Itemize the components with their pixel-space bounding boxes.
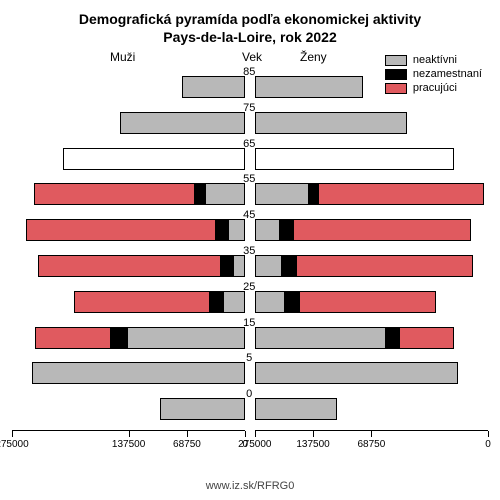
male-panel	[12, 72, 245, 430]
bar-segment-male	[74, 291, 210, 313]
bar-segment-female	[255, 362, 459, 384]
legend-item: neaktívni	[385, 54, 482, 66]
female-panel	[255, 72, 488, 430]
bar-segment-female	[296, 255, 472, 277]
x-axis-female: 068750137500275000	[255, 430, 488, 470]
bar-segment-male	[195, 183, 204, 205]
bar-segment-female	[293, 219, 471, 241]
bar-segment-female	[309, 183, 318, 205]
bar-segment-male	[210, 291, 224, 313]
x-tick	[488, 431, 489, 437]
x-tick-label: 68750	[357, 439, 385, 450]
bar-segment-female	[280, 219, 293, 241]
bar-segment-male	[205, 183, 246, 205]
bar-segment-male	[35, 327, 111, 349]
bar-segment-male	[223, 291, 245, 313]
x-axis-male: 275000137500687500	[12, 430, 245, 470]
bar-segment-male	[38, 255, 220, 277]
age-axis: 857565554535251550	[245, 72, 255, 430]
bar-segment-male	[63, 148, 245, 170]
bar-segment-female	[399, 327, 454, 349]
bar-segment-female	[386, 327, 399, 349]
bar-segment-female	[255, 76, 364, 98]
x-tick	[129, 431, 130, 437]
bar-segment-male	[34, 183, 195, 205]
x-tick-label: 137500	[296, 439, 329, 450]
bar-segment-male	[120, 112, 246, 134]
bar-segment-female	[255, 219, 280, 241]
bar-segment-female	[255, 398, 337, 420]
bar-segment-female	[255, 148, 454, 170]
bar-segment-female	[282, 255, 296, 277]
bar-segment-male	[111, 327, 126, 349]
bar-segment-female	[255, 291, 286, 313]
x-tick-label: 68750	[173, 439, 201, 450]
bar-segment-female	[255, 255, 282, 277]
bar-segment-female	[255, 183, 309, 205]
legend-label: neaktívni	[413, 54, 457, 66]
pyramid-chart: 857565554535251550	[12, 72, 488, 430]
x-tick	[187, 431, 188, 437]
bar-segment-male	[182, 76, 246, 98]
x-tick	[371, 431, 372, 437]
x-tick	[245, 431, 246, 437]
title-line-1: Demografická pyramída podľa ekonomickej …	[0, 10, 500, 28]
x-tick	[313, 431, 314, 437]
title-line-2: Pays-de-la-Loire, rok 2022	[0, 28, 500, 46]
chart-title: Demografická pyramída podľa ekonomickej …	[0, 0, 500, 46]
bar-segment-female	[285, 291, 299, 313]
x-tick-label: 0	[485, 439, 491, 450]
bar-segment-female	[318, 183, 483, 205]
bar-segment-male	[127, 327, 246, 349]
legend-swatch-inactive	[385, 55, 407, 66]
x-tick	[255, 431, 256, 437]
header-female: Ženy	[300, 50, 327, 64]
source-link: www.iz.sk/RFRG0	[0, 480, 500, 492]
header-male: Muži	[110, 50, 135, 64]
x-tick	[12, 431, 13, 437]
bar-segment-male	[160, 398, 245, 420]
bar-segment-male	[233, 255, 246, 277]
x-tick-label: 137500	[112, 439, 145, 450]
bar-segment-male	[26, 219, 217, 241]
header-age: Vek	[242, 50, 262, 64]
bar-segment-female	[255, 112, 408, 134]
bar-segment-male	[221, 255, 233, 277]
bar-segment-male	[228, 219, 245, 241]
bar-segment-male	[216, 219, 228, 241]
x-axis: 275000137500687500 068750137500275000	[12, 430, 488, 470]
bar-segment-female	[255, 327, 386, 349]
bar-segment-female	[299, 291, 436, 313]
x-tick-label: 275000	[238, 439, 271, 450]
x-tick-label: 275000	[0, 439, 29, 450]
bar-segment-male	[32, 362, 246, 384]
